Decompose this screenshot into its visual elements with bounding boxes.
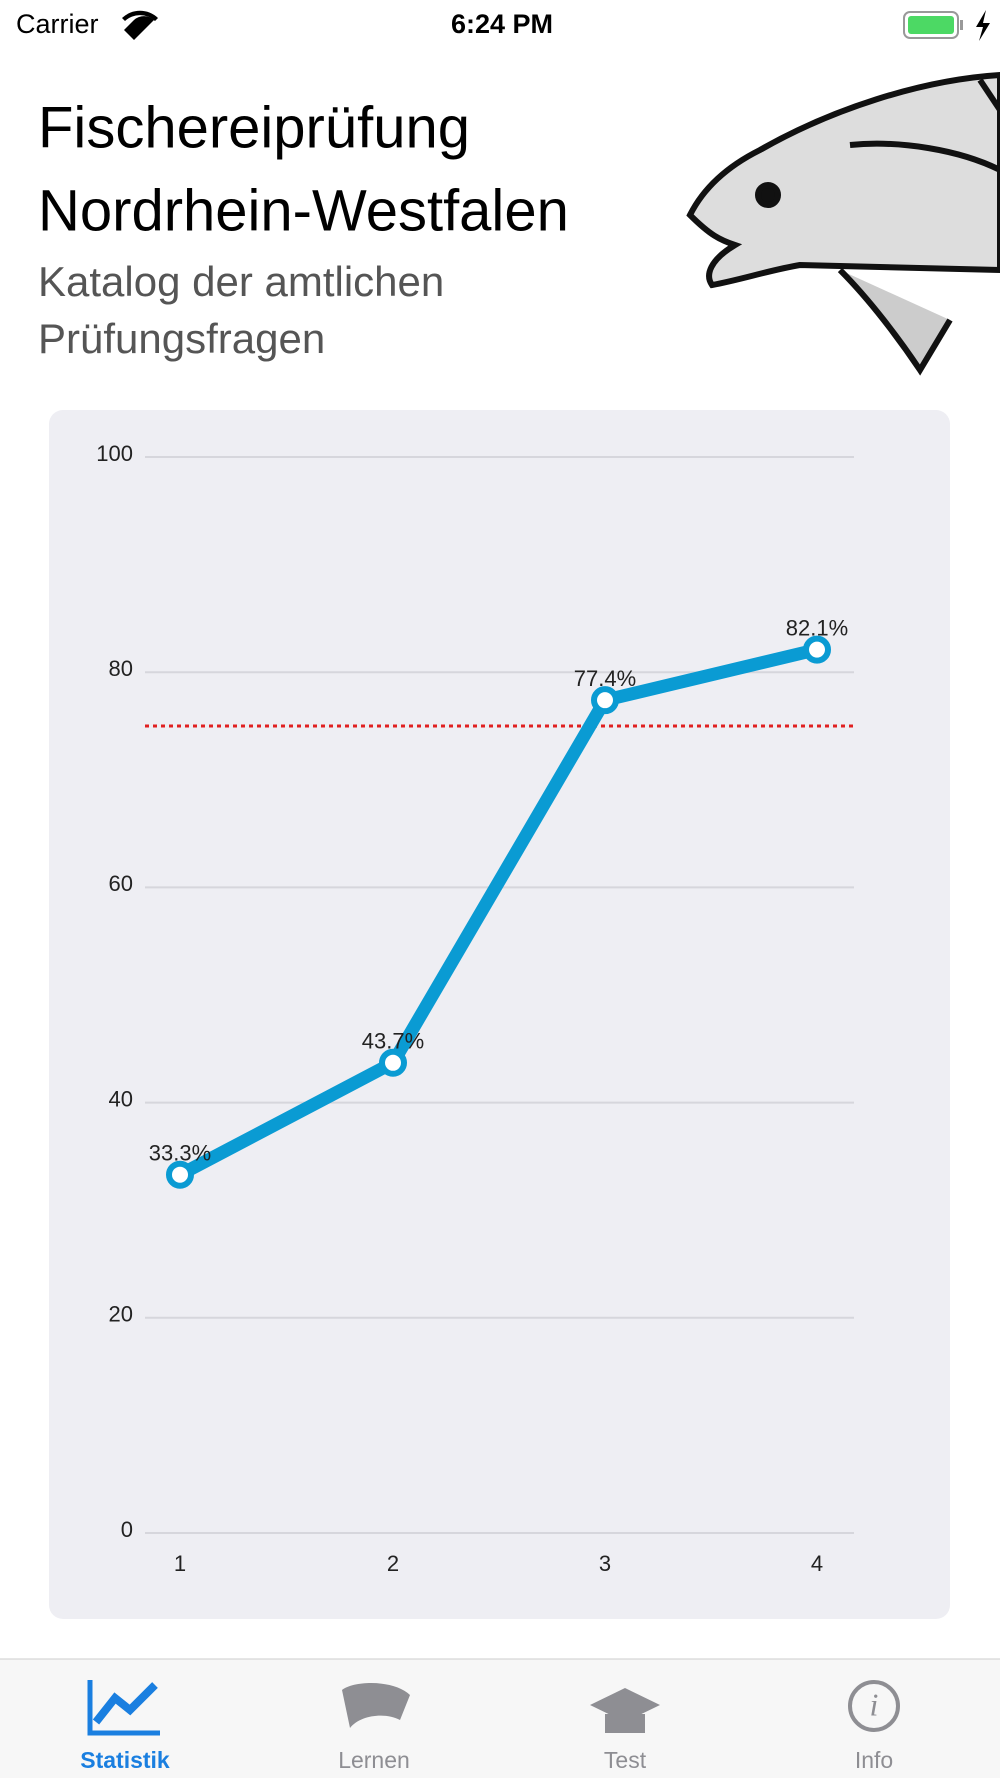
value-label: 77.4% bbox=[574, 666, 636, 691]
data-point bbox=[379, 1048, 407, 1077]
tab-icon-info[interactable]: i bbox=[848, 1680, 900, 1732]
x-tick-label: 4 bbox=[811, 1551, 823, 1576]
x-tick-label: 1 bbox=[174, 1551, 186, 1576]
subtitle-line: Prüfungsfragen bbox=[38, 315, 325, 362]
data-point bbox=[591, 686, 619, 715]
y-tick-label: 0 bbox=[121, 1517, 133, 1542]
tab-icon-statistik[interactable] bbox=[87, 1680, 160, 1736]
y-tick-label: 60 bbox=[109, 871, 133, 896]
tab-labels: Statistik Lernen Test Info bbox=[80, 1747, 893, 1773]
tab-icon-lernen[interactable] bbox=[342, 1683, 410, 1728]
chart: 0 20 40 60 80 100 1 2 3 4 33.3% 43.7% 77.4% 82.1% bbox=[96, 441, 854, 1576]
value-label: 43.7% bbox=[362, 1029, 424, 1054]
svg-text:i: i bbox=[870, 1686, 879, 1722]
data-line bbox=[176, 643, 819, 1181]
x-tick-label: 3 bbox=[599, 1551, 611, 1576]
chart-card bbox=[49, 410, 950, 1619]
y-tick-label: 80 bbox=[109, 656, 133, 681]
x-tick-label: 2 bbox=[387, 1551, 399, 1576]
y-tick-label: 20 bbox=[109, 1302, 133, 1327]
value-label: 82.1% bbox=[786, 615, 848, 640]
value-label: 33.3% bbox=[149, 1141, 211, 1166]
wifi-icon bbox=[122, 10, 158, 40]
time: 6:24 PM bbox=[451, 9, 553, 39]
title-line: Nordrhein-Westfalen bbox=[38, 178, 569, 243]
data-point bbox=[166, 1160, 194, 1189]
tab-label[interactable]: Lernen bbox=[338, 1747, 410, 1773]
data-point bbox=[803, 635, 831, 664]
tab-icon-test[interactable] bbox=[590, 1688, 660, 1733]
tab-label[interactable]: Test bbox=[604, 1747, 647, 1773]
fish-illustration bbox=[686, 71, 1000, 376]
tab-bar bbox=[0, 1659, 1000, 1778]
title-line: Fischereiprüfung bbox=[38, 95, 470, 160]
y-tick-label: 100 bbox=[96, 441, 133, 466]
tab-label[interactable]: Info bbox=[855, 1747, 893, 1773]
y-tick-label: 40 bbox=[109, 1086, 133, 1111]
battery-icon bbox=[903, 10, 990, 41]
tab-label[interactable]: Statistik bbox=[80, 1747, 170, 1773]
subtitle-line: Katalog der amtlichen bbox=[38, 258, 444, 305]
carrier: Carrier bbox=[16, 9, 99, 39]
